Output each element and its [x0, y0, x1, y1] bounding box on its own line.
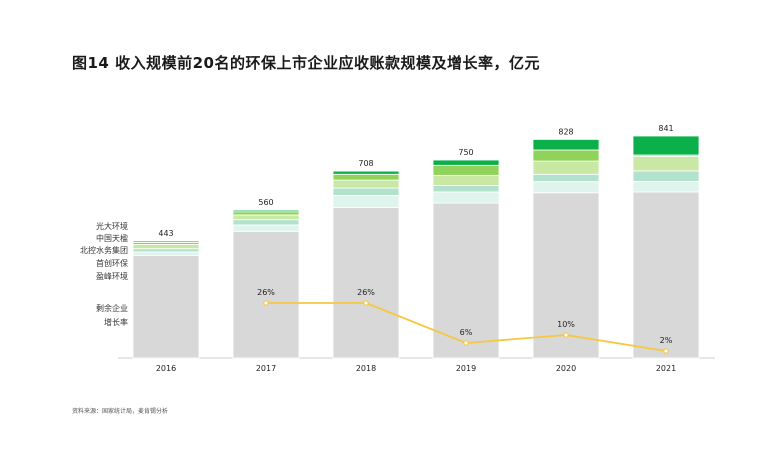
chart-title: 图14 收入规模前20名的环保上市企业应收账款规模及增长率，亿元	[72, 54, 540, 72]
bar-剩余企业-2017	[232, 230, 300, 359]
bar-光大环境-2020	[532, 139, 600, 151]
growth-label-2018: 26%	[357, 288, 375, 297]
growth-label-2021: 2%	[660, 336, 673, 345]
bar-中国天楹-2018	[332, 173, 400, 181]
bar-北控水务集团-2018	[332, 179, 400, 189]
bar-盈峰环境-2016	[132, 251, 200, 256]
bar-剩余企业-2020	[532, 192, 600, 359]
bar-中国天楹-2017	[232, 211, 300, 216]
x-tick-label-2020: 2020	[556, 364, 576, 373]
bar-total-label-2017: 560	[258, 198, 273, 207]
growth-label-2020: 10%	[557, 320, 575, 329]
x-tick-label-2017: 2017	[256, 364, 276, 373]
legend-光大环境: 光大环境	[96, 221, 128, 231]
growth-point-2018	[363, 300, 369, 306]
bar-total-label-2020: 828	[558, 127, 573, 136]
bar-首创环保-2020	[532, 173, 600, 183]
bar-中国天楹-2019	[432, 164, 500, 176]
x-tick-label-2018: 2018	[356, 364, 376, 373]
bar-首创环保-2018	[332, 187, 400, 196]
bar-盈峰环境-2021	[632, 181, 700, 193]
bar-total-label-2018: 708	[358, 159, 373, 168]
growth-point-2020	[563, 332, 569, 338]
bar-盈峰环境-2018	[332, 194, 400, 208]
bar-光大环境-2016	[132, 240, 200, 243]
bar-剩余企业-2018	[332, 207, 400, 359]
legend-剩余企业: 剩余企业	[96, 303, 128, 313]
source-note: 资料来源：国家统计局，麦肯锡分析	[72, 408, 169, 415]
growth-point-2021	[663, 348, 669, 354]
x-tick-label-2019: 2019	[456, 364, 476, 373]
legend-首创环保: 首创环保	[96, 258, 128, 268]
bar-盈峰环境-2020	[532, 181, 600, 194]
legend-盈峰环境: 盈峰环境	[96, 271, 128, 281]
bar-北控水务集团-2017	[232, 214, 300, 221]
bar-光大环境-2018	[332, 170, 400, 175]
bar-total-label-2021: 841	[658, 124, 673, 133]
bar-total-label-2016: 443	[158, 229, 173, 238]
legend-增长率: 增长率	[104, 317, 128, 327]
bar-光大环境-2019	[432, 159, 500, 166]
bar-首创环保-2016	[132, 248, 200, 253]
bar-北控水务集团-2020	[532, 160, 600, 175]
bar-首创环保-2019	[432, 184, 500, 193]
bar-盈峰环境-2019	[432, 191, 500, 204]
x-tick-label-2016: 2016	[156, 364, 176, 373]
growth-label-2019: 6%	[460, 328, 473, 337]
bar-光大环境-2021	[632, 135, 700, 156]
legend-中国天楹: 中国天楹	[96, 233, 128, 243]
bar-首创环保-2021	[632, 170, 700, 182]
bar-total-label-2019: 750	[458, 148, 473, 157]
bar-盈峰环境-2017	[232, 224, 300, 232]
bar-北控水务集团-2021	[632, 155, 700, 172]
growth-point-2019	[463, 340, 469, 346]
bar-北控水务集团-2016	[132, 244, 200, 250]
growth-label-2017: 26%	[257, 288, 275, 297]
bar-光大环境-2017	[232, 209, 300, 213]
bar-剩余企业-2016	[132, 255, 200, 359]
bar-中国天楹-2020	[532, 149, 600, 162]
bar-首创环保-2017	[232, 219, 300, 226]
growth-point-2017	[263, 300, 269, 306]
x-tick-label-2021: 2021	[656, 364, 676, 373]
bar-剩余企业-2021	[632, 191, 700, 359]
legend-北控水务集团: 北控水务集团	[80, 245, 128, 255]
bar-北控水务集团-2019	[432, 174, 500, 186]
